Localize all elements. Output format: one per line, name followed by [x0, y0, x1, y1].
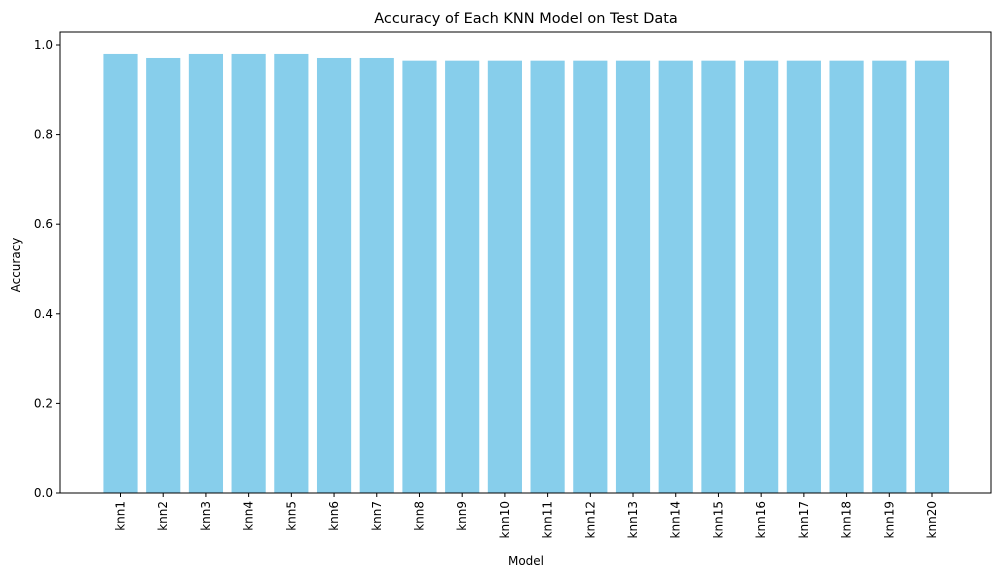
bar-knn15 [701, 60, 736, 494]
x-tick-label-knn6: knn6 [327, 501, 341, 531]
y-tick-label: 1.0 [34, 38, 53, 52]
y-axis-ticks: 0.0 0.2 0.4 0.6 0.8 1.0 [34, 38, 60, 500]
bar-knn10 [487, 60, 522, 494]
x-tick-label-knn5: knn5 [284, 501, 298, 531]
bar-knn17 [786, 60, 821, 494]
x-axis-ticks: knn1 knn2 knn3 knn4 knn5 knn6 knn7 knn8 knn9 knn1… [114, 493, 939, 538]
y-tick-label: 0.6 [34, 217, 53, 231]
x-tick-label-knn8: knn8 [412, 501, 426, 531]
plot-frame [59, 31, 992, 494]
chart-title: Accuracy of Each KNN Model on Test Data [374, 11, 678, 27]
x-tick-label-knn14: knn14 [669, 501, 683, 538]
bar-knn13 [615, 60, 651, 494]
bar-knn19 [872, 60, 907, 494]
bar-knn1 [103, 53, 138, 493]
x-tick-label-knn15: knn15 [711, 501, 725, 538]
x-tick-label-knn16: knn16 [754, 501, 768, 538]
y-tick-label: 0.0 [34, 486, 53, 500]
bar-knn2 [146, 57, 181, 493]
x-tick-label-knn19: knn19 [882, 501, 896, 538]
x-axis-label: Model [508, 554, 544, 568]
bars-group [103, 53, 950, 494]
y-tick-label: 0.8 [34, 128, 53, 142]
y-axis-label: Accuracy [9, 238, 23, 293]
bar-knn11 [530, 60, 565, 494]
x-tick-label-knn18: knn18 [840, 501, 854, 538]
bar-knn20 [914, 60, 950, 494]
x-tick-label-knn11: knn11 [541, 501, 555, 538]
x-tick-label-knn10: knn10 [498, 501, 512, 538]
bar-knn8 [402, 60, 437, 494]
bar-knn5 [274, 53, 309, 493]
bar-knn7 [359, 57, 394, 493]
bar-knn18 [829, 60, 864, 494]
x-tick-label-knn13: knn13 [626, 501, 640, 538]
x-tick-label-knn7: knn7 [370, 501, 384, 531]
bar-knn12 [573, 60, 608, 494]
bar-knn14 [658, 60, 693, 494]
x-tick-label-knn20: knn20 [925, 501, 939, 538]
x-tick-label-knn17: knn17 [797, 501, 811, 538]
y-tick-label: 0.4 [34, 307, 53, 321]
y-tick-label: 0.2 [34, 396, 53, 410]
x-tick-label-knn2: knn2 [156, 501, 170, 531]
x-tick-label-knn4: knn4 [242, 501, 256, 531]
x-tick-label-knn9: knn9 [455, 501, 469, 531]
bar-knn3 [188, 53, 224, 493]
x-tick-label-knn12: knn12 [583, 501, 597, 538]
bar-knn16 [744, 60, 779, 494]
x-tick-label-knn3: knn3 [199, 501, 213, 531]
bar-knn4 [231, 53, 266, 493]
bar-knn6 [316, 57, 352, 493]
bar-knn9 [445, 60, 480, 494]
x-tick-label-knn1: knn1 [114, 501, 128, 531]
